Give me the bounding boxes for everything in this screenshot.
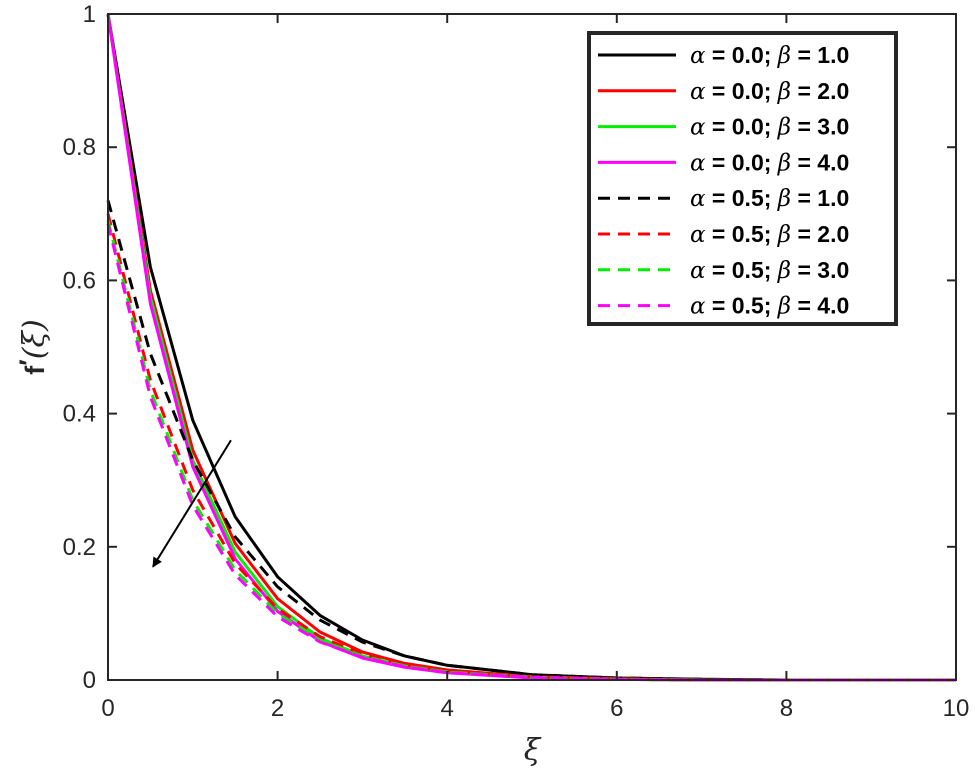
x-tick-label: 6	[610, 695, 623, 722]
trend-arrow	[152, 439, 232, 568]
legend-label-part: = 0.5;	[706, 257, 778, 283]
x-tick-label: 8	[780, 695, 793, 722]
legend-label-part: = 1.0	[791, 42, 849, 68]
y-axis-title-main: f	[20, 365, 50, 375]
legend-label-part: = 4.0	[791, 293, 849, 319]
legend-label-part: α	[690, 186, 706, 212]
legend-items: α = 0.0; β = 1.0α = 0.0; β = 2.0α = 0.0;…	[598, 42, 849, 320]
legend-label-part: = 4.0	[791, 149, 849, 175]
series-layer	[106, 13, 956, 682]
legend-label-part: = 3.0	[791, 114, 849, 140]
legend-label-part: β	[777, 150, 791, 176]
legend-label-part: = 0.5;	[706, 293, 778, 319]
legend-label-part: = 2.0	[791, 221, 849, 247]
legend-label: α = 0.0; β = 4.0	[690, 149, 849, 176]
legend-label-part: β	[777, 79, 791, 105]
legend-label-part: β	[777, 258, 791, 284]
y-axis-title-arg: (ξ)	[17, 319, 52, 359]
y-tick-label: 0.6	[63, 267, 96, 294]
legend-label-part: β	[777, 186, 791, 212]
series-line-8	[106, 223, 956, 682]
legend-box	[587, 31, 898, 326]
legend-label-part: = 0.0;	[706, 42, 778, 68]
legend-label: α = 0.0; β = 3.0	[690, 114, 849, 141]
y-tick-label: 0	[83, 667, 96, 694]
y-tick-label: 0.4	[63, 401, 96, 428]
legend-label-part: = 0.0;	[706, 114, 778, 140]
legend-label-part: α	[690, 294, 706, 320]
legend-label-part: = 0.5;	[706, 221, 778, 247]
legend-label-part: = 3.0	[791, 257, 849, 283]
legend-label: α = 0.0; β = 2.0	[690, 78, 849, 105]
y-tick-label: 0.8	[63, 134, 96, 161]
annotation-layer	[152, 439, 232, 568]
x-axis-title: ξ	[524, 733, 542, 768]
x-tick-label: 2	[271, 695, 284, 722]
legend-label-part: α	[690, 115, 706, 141]
series-line-5	[106, 200, 956, 682]
series-line-6	[106, 213, 956, 682]
plot-frame	[107, 13, 957, 681]
legend-label-part: β	[777, 222, 791, 248]
legend-label-part: = 0.5;	[706, 185, 778, 211]
legend-label-part: α	[690, 79, 706, 105]
legend-label-part: α	[690, 222, 706, 248]
series-line-7	[106, 220, 956, 682]
legend-label-part: = 0.0;	[706, 149, 778, 175]
legend-label: α = 0.0; β = 1.0	[690, 42, 849, 69]
legend-label-part: β	[777, 43, 791, 69]
legend-label-part: α	[690, 43, 706, 69]
x-tick-label: 4	[441, 695, 454, 722]
legend-label: α = 0.5; β = 1.0	[690, 185, 849, 212]
legend-label-part: α	[690, 150, 706, 176]
legend: α = 0.0; β = 1.0α = 0.0; β = 2.0α = 0.0;…	[587, 31, 898, 326]
legend-label-part: α	[690, 258, 706, 284]
legend-label: α = 0.5; β = 3.0	[690, 257, 849, 284]
x-axis-ticks: 0 2 4 6 8 10	[101, 14, 969, 722]
y-tick-label: 0.2	[63, 534, 96, 561]
x-tick-label: 0	[101, 695, 114, 722]
y-axis-title-prime: ′	[14, 359, 44, 365]
legend-label: α = 0.5; β = 2.0	[690, 221, 849, 248]
legend-label-part: β	[777, 115, 791, 141]
legend-label-part: = 1.0	[791, 185, 849, 211]
y-tick-label: 1	[83, 1, 96, 28]
legend-label-part: β	[777, 294, 791, 320]
legend-label-part: = 2.0	[791, 78, 849, 104]
legend-label: α = 0.5; β = 4.0	[690, 293, 849, 320]
y-axis-ticks: 0 0.2 0.4 0.6 0.8 1	[63, 1, 956, 694]
y-axis-title: f′(ξ)	[14, 319, 52, 374]
legend-label-part: = 0.0;	[706, 78, 778, 104]
x-tick-label: 10	[943, 695, 970, 722]
